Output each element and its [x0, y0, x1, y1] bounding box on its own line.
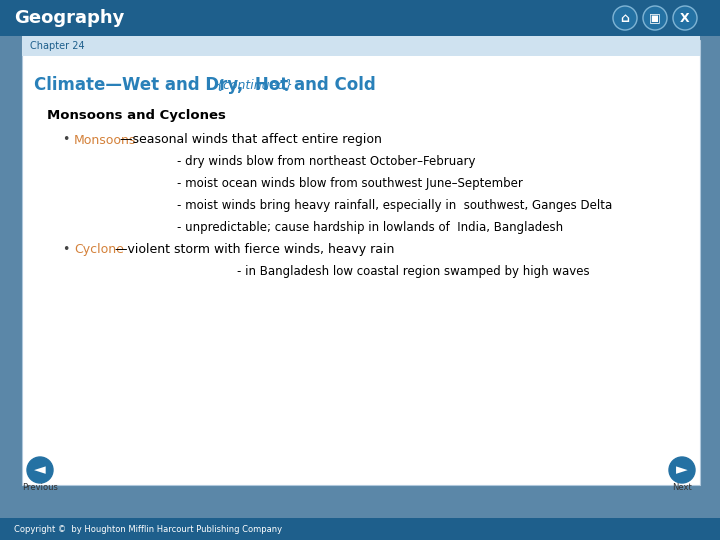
Circle shape	[673, 6, 697, 30]
FancyBboxPatch shape	[0, 0, 720, 36]
Text: Geography: Geography	[14, 9, 125, 27]
Text: ►: ►	[676, 462, 688, 477]
Text: - moist winds bring heavy rainfall, especially in  southwest, Ganges Delta: - moist winds bring heavy rainfall, espe…	[177, 199, 612, 213]
Text: - moist ocean winds blow from southwest June–September: - moist ocean winds blow from southwest …	[177, 178, 523, 191]
Text: Copyright ©  by Houghton Mifflin Harcourt Publishing Company: Copyright © by Houghton Mifflin Harcourt…	[14, 524, 282, 534]
FancyBboxPatch shape	[22, 40, 700, 485]
FancyBboxPatch shape	[22, 36, 700, 56]
Circle shape	[613, 6, 637, 30]
Text: X: X	[680, 11, 690, 24]
Text: - dry winds blow from northeast October–February: - dry winds blow from northeast October–…	[177, 156, 475, 168]
Text: —violent storm with fierce winds, heavy rain: —violent storm with fierce winds, heavy …	[114, 244, 394, 256]
Circle shape	[27, 457, 53, 483]
Text: Previous: Previous	[22, 483, 58, 491]
Text: Monsoons and Cyclones: Monsoons and Cyclones	[47, 109, 226, 122]
Text: {continued}: {continued}	[215, 78, 294, 91]
FancyBboxPatch shape	[0, 518, 720, 540]
Text: •: •	[62, 244, 69, 256]
Text: ▣: ▣	[649, 11, 661, 24]
Text: - unpredictable; cause hardship in lowlands of  India, Bangladesh: - unpredictable; cause hardship in lowla…	[177, 221, 563, 234]
Text: Chapter 24: Chapter 24	[30, 41, 85, 51]
Text: Climate—Wet and Dry,  Hot and Cold: Climate—Wet and Dry, Hot and Cold	[34, 76, 382, 94]
Text: Monsoons: Monsoons	[74, 133, 136, 146]
Text: ⌂: ⌂	[621, 11, 629, 24]
Text: - in Bangladesh low coastal region swamped by high waves: - in Bangladesh low coastal region swamp…	[237, 266, 590, 279]
Text: Cyclone: Cyclone	[74, 244, 124, 256]
Circle shape	[643, 6, 667, 30]
Text: ◄: ◄	[34, 462, 46, 477]
Circle shape	[669, 457, 695, 483]
Text: •: •	[62, 133, 69, 146]
Text: —seasonal winds that affect entire region: —seasonal winds that affect entire regio…	[120, 133, 382, 146]
Text: Next: Next	[672, 483, 692, 491]
